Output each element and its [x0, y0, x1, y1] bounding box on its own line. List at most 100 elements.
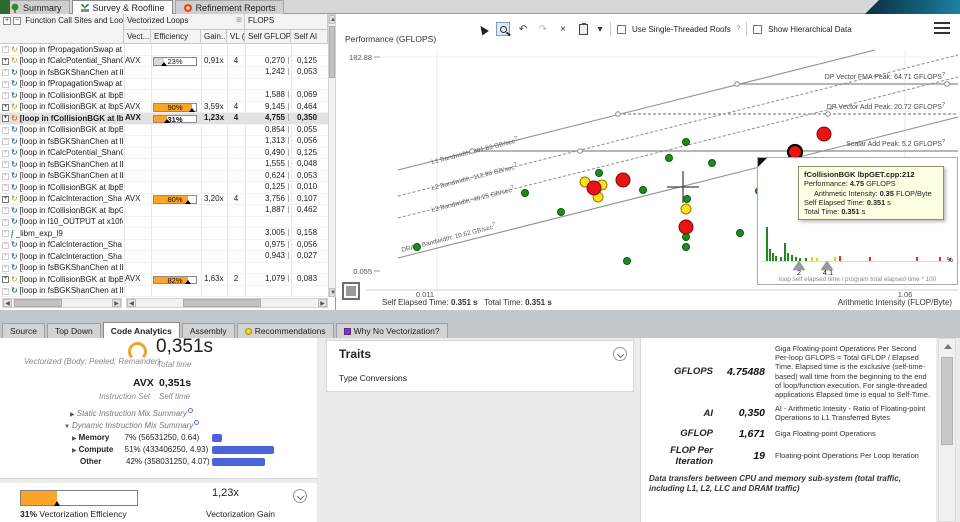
expand-icon[interactable]: ▶	[72, 436, 77, 442]
expander-icon[interactable]: +	[2, 92, 9, 100]
export-clipboard-icon[interactable]	[576, 22, 590, 36]
loop-point-green[interactable]	[623, 257, 631, 265]
loop-point-green[interactable]	[665, 154, 673, 162]
info-icon[interactable]	[187, 408, 193, 413]
table-row[interactable]: + ↻ [loop in fCollisionBGK at lbpB ... 1,58…	[0, 90, 328, 102]
table-row[interactable]: +↻[loop in fsBGKShanChen at lb ... 0,624 0…	[0, 171, 328, 182]
expander-icon[interactable]: +	[2, 264, 9, 272]
loop-point-yellow[interactable]	[680, 203, 692, 215]
mix-row[interactable]: ▶ Compute 51% (433406250, 4.93)	[72, 445, 274, 454]
table-row[interactable]: + ↻ [loop in fCalcInteraction_Sha ... 0,943…	[0, 251, 328, 263]
scrollbar-thumb[interactable]	[941, 357, 953, 445]
loop-point-green[interactable]	[521, 189, 529, 197]
collapse-section-icon[interactable]	[293, 489, 307, 503]
table-row[interactable]: + ↻ [loop in fCollisionBGK at lbpS ... AVX 9…	[0, 102, 328, 113]
mix-row[interactable]: Other 42% (358031250, 4.07)	[72, 457, 265, 466]
column-header-loops[interactable]: + − Function Call Sites and Loops	[0, 14, 124, 44]
loop-point-green[interactable]	[682, 233, 690, 241]
collapse-all-icon[interactable]: −	[13, 16, 21, 25]
table-row[interactable]: +↻[loop in fsBGKShanChen at lb ... 1,313 0…	[0, 136, 328, 148]
table-row[interactable]: +↻[loop in fsBGKShanChen at lb ...	[0, 263, 328, 274]
tab-code-analytics[interactable]: Code Analytics	[102, 322, 180, 338]
scroll-up-icon[interactable]: ▲	[329, 15, 336, 24]
scroll-down-icon[interactable]: ▼	[329, 288, 336, 297]
roof-handle[interactable]	[469, 148, 475, 154]
table-row[interactable]: +↻[loop in fCollisionBGK at lbp ...AVX 31…	[0, 113, 328, 125]
table-row[interactable]: + f _libm_exp_l9 3,005 0,158	[0, 228, 328, 240]
expander-icon[interactable]: +	[2, 57, 9, 65]
chevron-down-icon[interactable]: ▾	[597, 23, 603, 35]
expander-icon[interactable]: +	[2, 69, 9, 77]
table-row[interactable]: + ↻ [loop in fPropagationSwap at ...	[0, 44, 328, 56]
loop-point-red[interactable]	[615, 172, 631, 188]
table-row[interactable]: + ↻ [loop in fCalcInteraction_Sha ... AVX 80…	[0, 194, 328, 205]
column-group-vectorized[interactable]: Vectorized Loops ⊞	[124, 14, 245, 30]
roof-handle[interactable]	[577, 148, 583, 154]
table-row[interactable]: + ↻ [loop in fCollisionBGK at lbpB ... 0,12…	[0, 182, 328, 194]
expander-icon[interactable]: +	[2, 149, 9, 157]
loop-point-red[interactable]	[586, 180, 602, 196]
expander-icon[interactable]: +	[2, 253, 9, 261]
metrics-scrollbar[interactable]	[938, 338, 956, 522]
column-header-efficiency[interactable]: Efficiency	[151, 30, 201, 44]
table-row[interactable]: + ↻ [loop in fCollisionBGK at lbpB ... 0,85…	[0, 125, 328, 136]
tab-top-down[interactable]: Top Down	[46, 323, 101, 338]
loop-point-green[interactable]	[413, 243, 421, 251]
loop-point-red[interactable]	[678, 219, 694, 235]
tab-source[interactable]: Source	[2, 323, 45, 338]
expander-icon[interactable]: +	[2, 218, 9, 226]
panel-resize-handle[interactable]	[758, 158, 767, 167]
roofline-plot[interactable]: L1 Bandwidth: 301.83 GB/sec?L2 Bandwidth…	[336, 14, 960, 310]
scroll-right-icon[interactable]: ▶	[318, 299, 327, 307]
table-row[interactable]: + ↻ [loop in fCalcInteraction_Sha ... 0,975…	[0, 240, 328, 251]
chart-menu-icon[interactable]	[934, 22, 950, 34]
table-hscrollbar-left[interactable]: ◀ ▶	[2, 298, 122, 308]
loop-point-green[interactable]	[736, 229, 744, 237]
loop-point-red[interactable]	[816, 126, 832, 142]
expander-icon[interactable]: +	[2, 287, 9, 295]
column-header-vl[interactable]: VL (...	[227, 30, 245, 44]
table-row[interactable]: + ↻ [loop in fCollisionBGK at lbpB ... AVX 8…	[0, 274, 328, 286]
expander-icon[interactable]: +	[2, 126, 9, 134]
tab-summary[interactable]: Summary	[2, 0, 70, 14]
table-row[interactable]: + ↻ [loop in fCollisionBGK at lbpG ... 1,88…	[0, 205, 328, 217]
slider-handle-low[interactable]	[793, 261, 805, 270]
scroll-left-icon[interactable]: ◀	[127, 299, 136, 307]
hierarchical-data-checkbox[interactable]	[753, 24, 763, 34]
scrollbar-thumb[interactable]	[183, 299, 261, 307]
roof-handle[interactable]	[615, 111, 621, 117]
grid-config-icon[interactable]: ⊞	[236, 17, 242, 24]
expander-icon[interactable]: +	[2, 138, 9, 146]
expander-icon[interactable]: +	[2, 241, 9, 249]
dynamic-mix-toggle[interactable]: ▼ Dynamic Instruction Mix Summary	[64, 420, 200, 430]
loop-point-green[interactable]	[682, 243, 690, 251]
loop-point-green[interactable]	[557, 208, 565, 216]
column-group-flops[interactable]: FLOPS	[245, 14, 328, 30]
undo-icon[interactable]: ↶	[518, 23, 528, 35]
roofline-snapshot-icon[interactable]	[342, 282, 360, 300]
table-row[interactable]: +↻[loop in fCalcPotential_ShanC ...AVX 23…	[0, 56, 328, 67]
expander-icon[interactable]: +	[2, 172, 9, 180]
tab-refinement-reports[interactable]: Refinement Reports	[174, 0, 284, 14]
expand-icon[interactable]: ▶	[72, 448, 77, 454]
help-icon[interactable]: ?	[736, 26, 741, 32]
zoom-tool-icon[interactable]	[496, 22, 510, 36]
expander-icon[interactable]: +	[2, 184, 9, 192]
expander-icon[interactable]: +	[2, 80, 9, 88]
column-header-gain[interactable]: Gain...	[201, 30, 227, 44]
roof-handle[interactable]	[944, 81, 950, 87]
column-header-vect[interactable]: Vect...	[124, 30, 151, 44]
expander-icon[interactable]: +	[2, 207, 9, 215]
tab-assembly[interactable]: Assembly	[181, 323, 235, 338]
single-threaded-roofs-checkbox[interactable]	[617, 24, 626, 34]
expander-icon[interactable]: +	[2, 195, 9, 203]
expander-icon[interactable]: +	[2, 46, 9, 54]
table-row[interactable]: +↻[loop in fsBGKShanChen at lb ...	[0, 286, 328, 297]
panel-splitter[interactable]	[0, 310, 960, 322]
mix-row[interactable]: ▶ Memory 7% (56531250, 0.64)	[72, 433, 222, 442]
static-mix-toggle[interactable]: ▶ Static Instruction Mix Summary	[70, 408, 193, 418]
scroll-up-icon[interactable]	[944, 344, 952, 349]
table-row[interactable]: +↻[loop in fCalcPotential_ShanC ... 0,490…	[0, 148, 328, 159]
expander-icon[interactable]: +	[2, 276, 9, 284]
tab-why-no-vectorization[interactable]: Why No Vectorization?	[335, 323, 448, 338]
